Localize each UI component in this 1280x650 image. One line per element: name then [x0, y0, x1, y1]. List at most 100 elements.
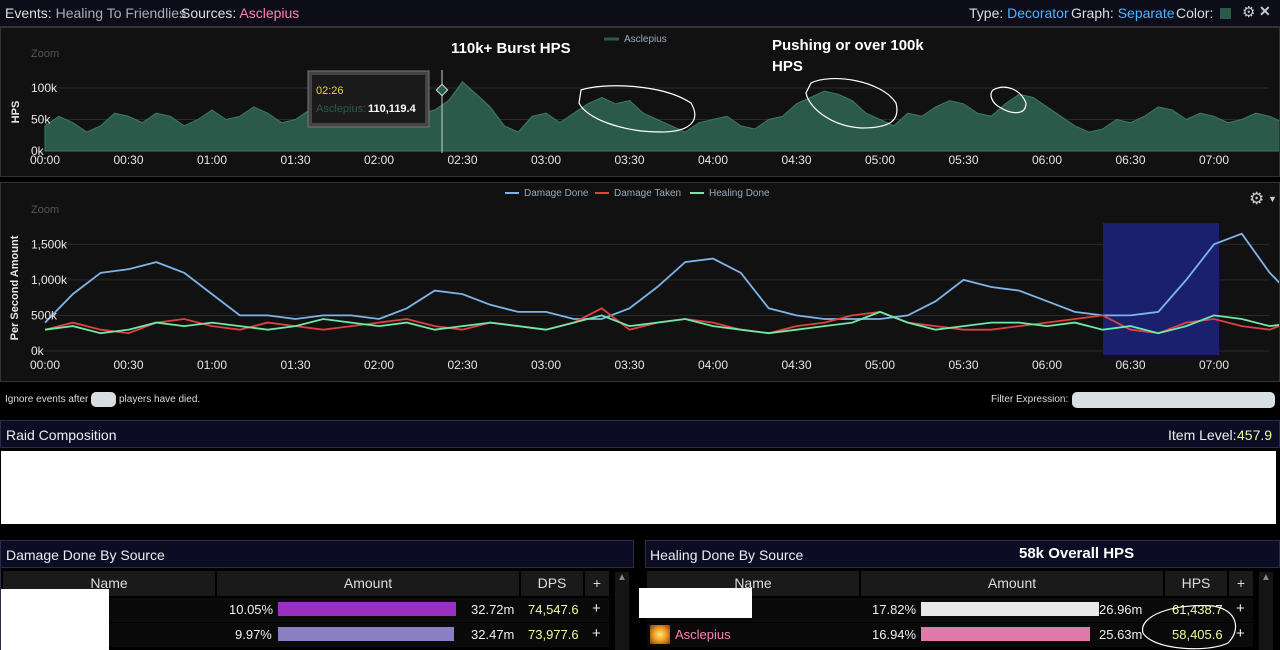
raid-composition-header: Raid Composition Item Level: 457.9: [0, 420, 1280, 448]
annotation-circle-3: [990, 86, 1027, 114]
x-tick-label: 03:00: [531, 153, 561, 167]
graph-selector[interactable]: Graph: Separate: [1071, 5, 1175, 21]
hps-legend-label[interactable]: Asclepius: [624, 34, 667, 45]
events-label: Events:: [5, 5, 52, 21]
annotation-push-line1: Pushing or over 100k: [772, 37, 924, 54]
y-tick-label: 500k: [31, 308, 58, 322]
x-tick-label: 04:00: [698, 358, 728, 372]
gear-icon[interactable]: ⚙: [1249, 189, 1264, 208]
col-header-amount[interactable]: Amount: [217, 571, 519, 596]
x-tick-label: 03:30: [614, 358, 644, 372]
filter-expression-input[interactable]: [1072, 392, 1275, 408]
row-bar: [278, 602, 456, 616]
col-header-plus[interactable]: +: [585, 571, 609, 596]
x-tick-label: 03:00: [531, 358, 561, 372]
gear-icon[interactable]: ⚙: [1242, 4, 1256, 21]
ignore-events-suffix: players have died.: [119, 394, 201, 405]
scroll-up-icon[interactable]: ▲: [1261, 572, 1271, 583]
col-header-hps[interactable]: HPS: [1165, 571, 1227, 596]
healing-done-header: Healing Done By Source 58k Overall HPS: [645, 540, 1280, 568]
row-name[interactable]: Asclepius: [675, 627, 731, 642]
main-y-axis-label: Per Second Amount: [9, 235, 21, 340]
type-value[interactable]: Decorator: [1007, 5, 1069, 21]
x-tick-label: 07:00: [1199, 153, 1229, 167]
healing-done-table: Name Amount HPS + ▲ 17.82% 26.96m 61,438…: [639, 568, 1280, 650]
chevron-down-icon[interactable]: ▼: [1268, 194, 1277, 204]
x-tick-label: 05:00: [865, 358, 895, 372]
x-tick-label: 02:00: [364, 153, 394, 167]
row-percent: 17.82%: [872, 602, 917, 617]
table-row[interactable]: Asclepius 16.94% 25.63m 58,405.6 +: [647, 623, 1253, 647]
scrollbar[interactable]: ▲: [615, 572, 629, 650]
raid-composition-body: [1, 451, 1276, 524]
annotation-burst: 110k+ Burst HPS: [451, 40, 571, 57]
row-hps: 58,405.6: [1172, 627, 1223, 642]
item-level-label: Item Level:: [1168, 427, 1237, 443]
annotation-push-line2: HPS: [772, 58, 803, 75]
hps-y-axis-label: HPS: [10, 101, 22, 124]
selection-highlight[interactable]: [1103, 223, 1219, 355]
top-bar: Events: Healing To Friendlies Sources: A…: [0, 0, 1280, 27]
x-tick-label: 02:00: [364, 358, 394, 372]
row-plus-button[interactable]: +: [1236, 625, 1245, 642]
damage-done-header: Damage Done By Source: [0, 540, 634, 568]
col-header-amount[interactable]: Amount: [861, 571, 1163, 596]
main-chart[interactable]: Zoom Per Second Amount 1,500k 1,000k 500k 0…: [1, 183, 1279, 381]
row-plus-button[interactable]: +: [592, 600, 601, 617]
x-tick-label: 05:30: [948, 358, 978, 372]
type-selector[interactable]: Type: Decorator: [969, 5, 1069, 21]
graph-value[interactable]: Separate: [1117, 5, 1175, 21]
x-tick-label: 01:30: [280, 153, 310, 167]
x-tick-label: 00:00: [30, 358, 60, 372]
events-value[interactable]: Healing To Friendlies: [55, 5, 187, 21]
row-amount: 26.96m: [1099, 602, 1143, 617]
row-bar: [921, 602, 1099, 616]
row-plus-button[interactable]: +: [1236, 600, 1245, 617]
raid-composition-title: Raid Composition: [6, 427, 117, 443]
x-tick-label: 06:30: [1115, 153, 1145, 167]
x-tick-label: 01:00: [197, 153, 227, 167]
scrollbar[interactable]: ▲: [1259, 572, 1273, 650]
legend-label[interactable]: Damage Done: [524, 188, 589, 199]
row-plus-button[interactable]: +: [592, 625, 601, 642]
x-tick-label: 04:30: [781, 153, 811, 167]
x-tick-label: 07:00: [1199, 358, 1229, 372]
x-tick-label: 02:30: [447, 153, 477, 167]
zoom-label[interactable]: Zoom: [31, 204, 59, 216]
color-label: Color:: [1176, 5, 1214, 21]
tooltip-value: 110,119.4: [368, 103, 417, 115]
col-header-plus[interactable]: +: [1229, 571, 1253, 596]
color-swatch[interactable]: [1220, 8, 1231, 19]
legend-label[interactable]: Damage Taken: [614, 188, 681, 199]
type-label: Type:: [969, 5, 1004, 21]
players-died-input[interactable]: [91, 392, 116, 407]
main-chart-panel: Zoom Per Second Amount 1,500k 1,000k 500k 0…: [0, 182, 1280, 382]
series-line-damage-done: [44, 232, 1279, 324]
zoom-label[interactable]: Zoom: [31, 48, 59, 60]
x-tick-label: 02:30: [447, 358, 477, 372]
row-amount: 32.47m: [471, 627, 515, 642]
holy-spell-icon: [650, 625, 670, 644]
color-selector[interactable]: Color:: [1176, 5, 1213, 21]
y-tick-label: 100k: [31, 81, 58, 95]
hps-chart[interactable]: Zoom HPS 100k 50k 0k 00:00 00:30 01:00 01:30 0…: [1, 28, 1279, 176]
sources-value[interactable]: Asclepius: [239, 5, 300, 21]
tooltip-time: 02:26: [316, 85, 344, 97]
x-tick-label: 03:30: [614, 153, 644, 167]
sources-filter[interactable]: Sources: Asclepius: [181, 5, 299, 21]
close-icon[interactable]: ✕: [1259, 3, 1271, 19]
ignore-events-prefix: Ignore events after: [5, 394, 89, 405]
events-filter[interactable]: Events: Healing To Friendlies: [5, 5, 186, 21]
annotation-circle-1: [578, 85, 696, 133]
scroll-up-icon[interactable]: ▲: [617, 572, 627, 583]
row-bar: [278, 627, 454, 641]
healing-done-title: Healing Done By Source: [650, 547, 804, 563]
legend-label[interactable]: Healing Done: [709, 188, 770, 199]
x-tick-label: 05:00: [865, 153, 895, 167]
redacted-names: [1, 589, 109, 650]
row-dps: 74,547.6: [528, 602, 579, 617]
x-tick-label: 00:30: [113, 358, 143, 372]
row-percent: 9.97%: [235, 627, 272, 642]
col-header-dps[interactable]: DPS: [521, 571, 583, 596]
tooltip-source: Asclepius:: [316, 103, 366, 115]
